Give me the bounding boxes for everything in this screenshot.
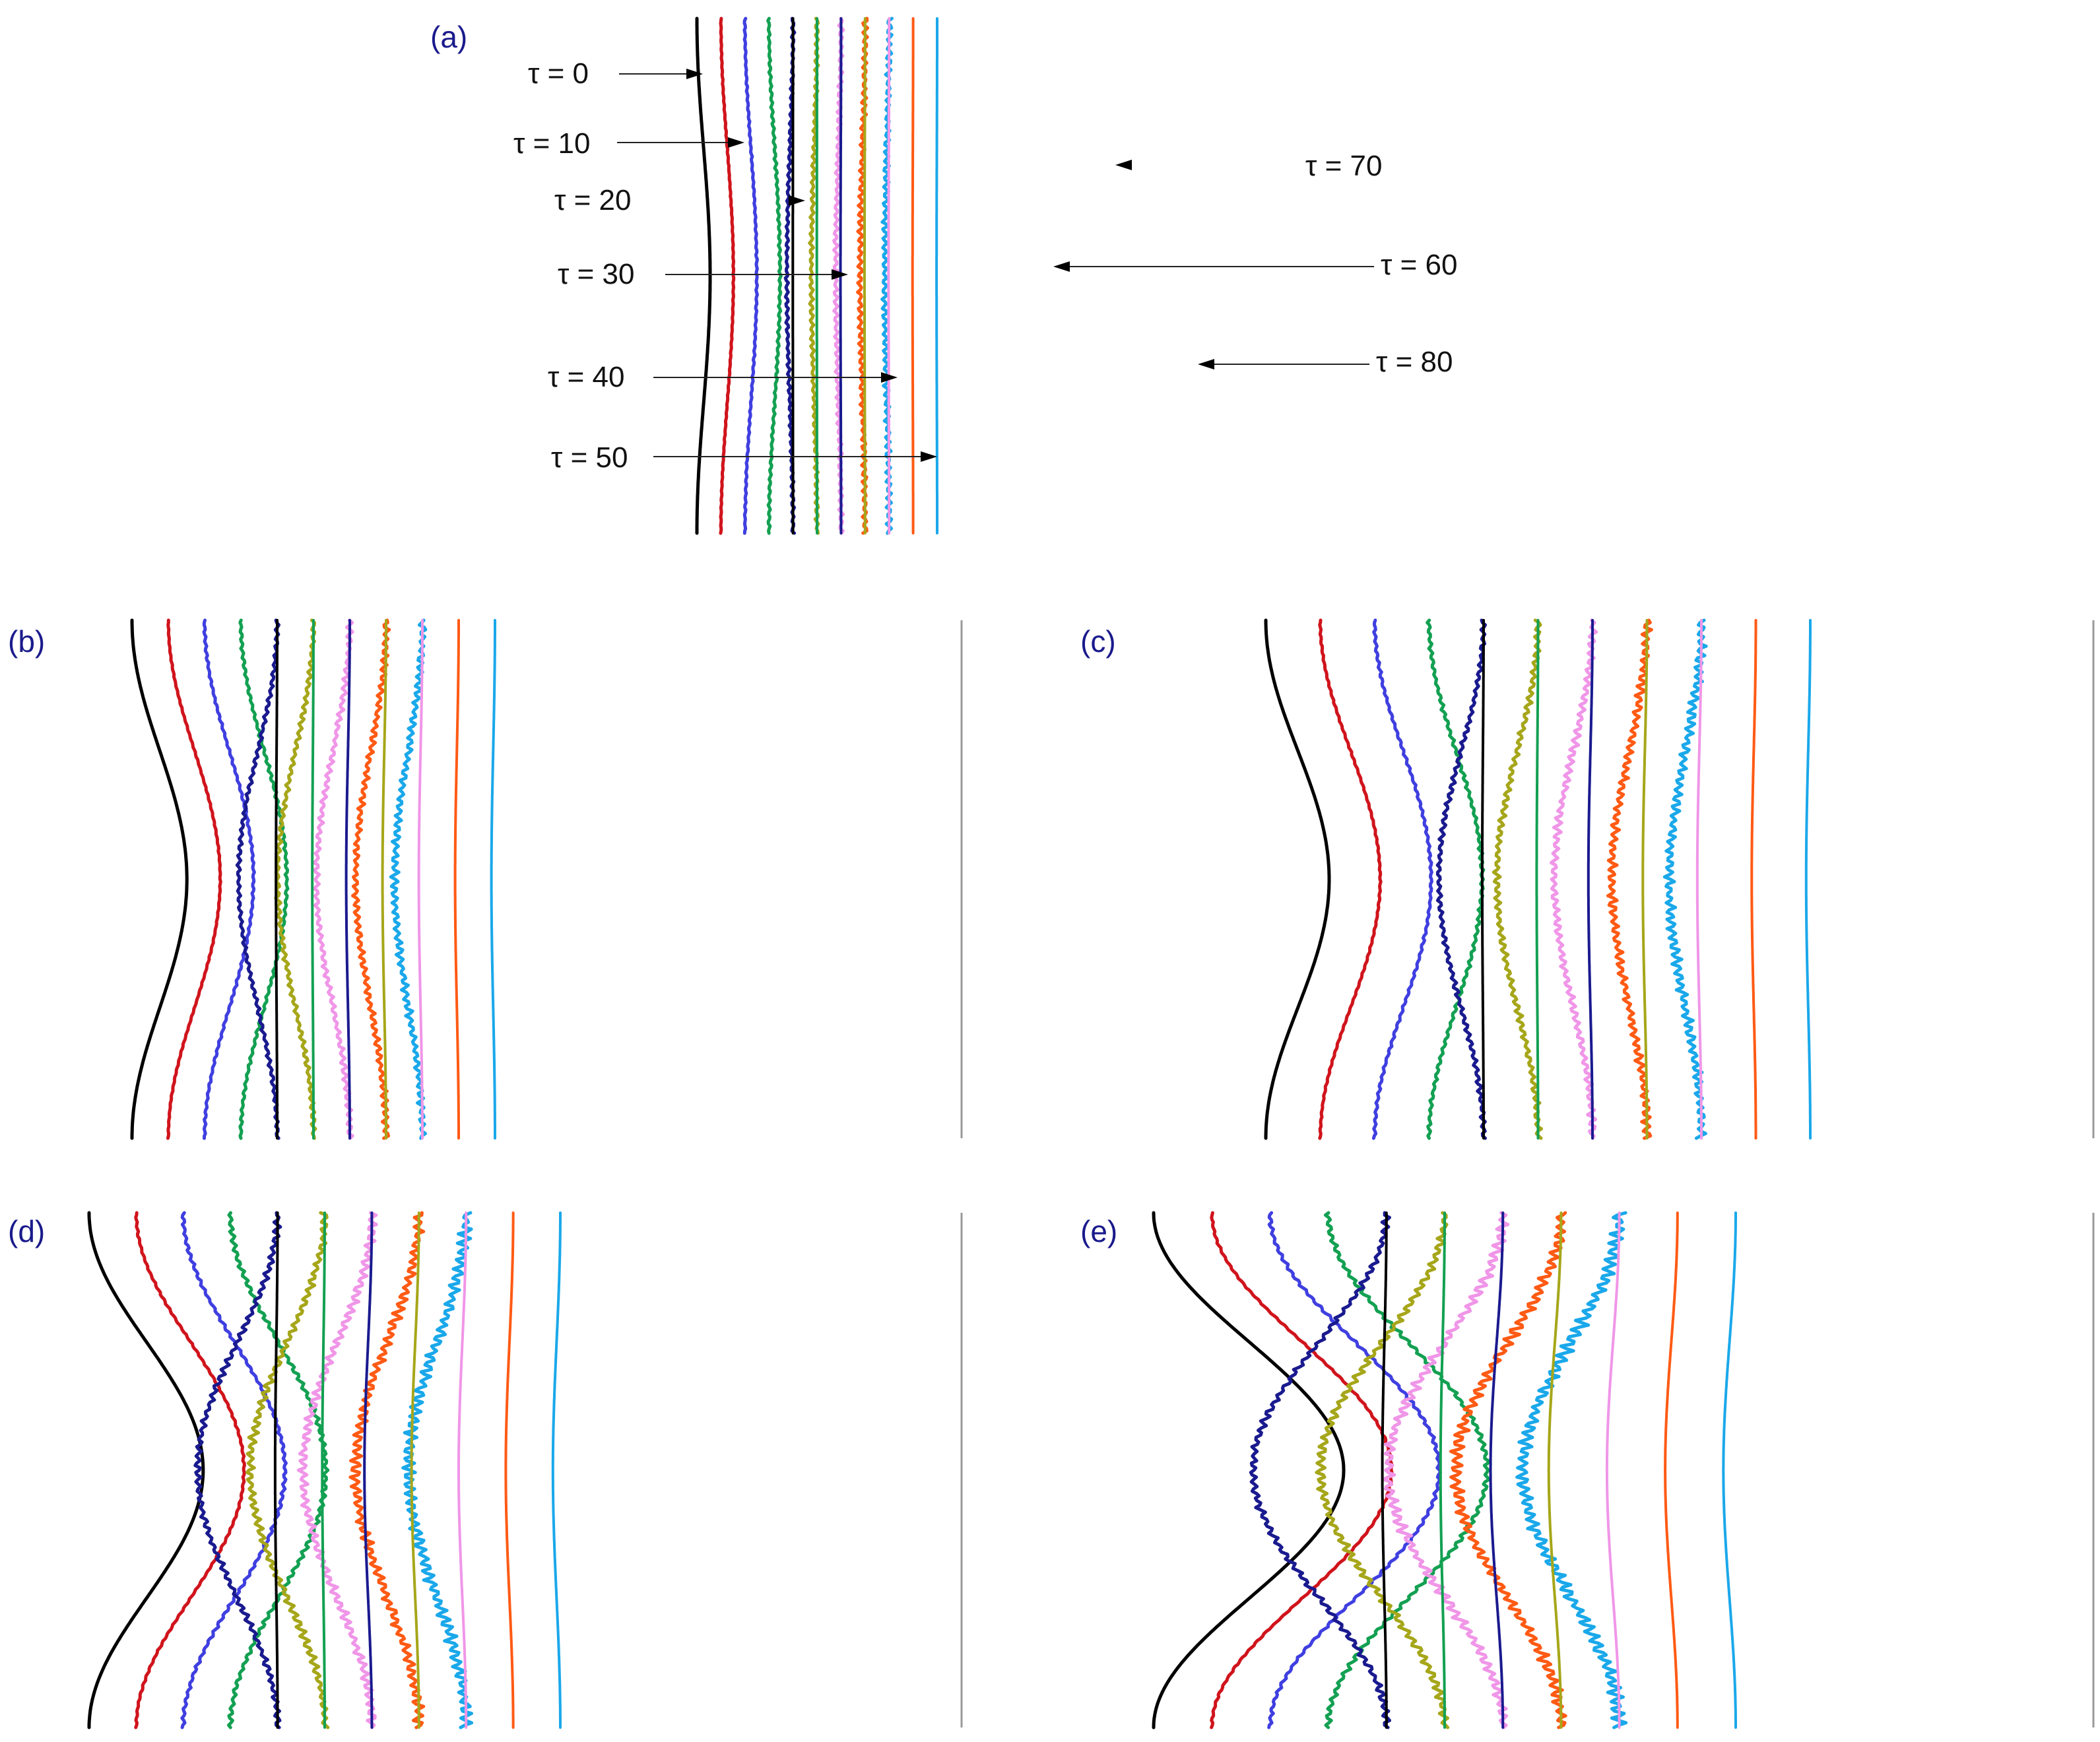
panel-a [695, 16, 938, 535]
panel-e [1152, 1211, 1737, 1729]
tau-label-40: τ = 40 [548, 361, 624, 393]
interface-curve-b-tau-40 [235, 618, 280, 1140]
interface-curve-b-tau-90-reference [453, 619, 460, 1140]
interface-curve-c-tau-90-reference [1750, 619, 1757, 1140]
interface-curve-c-tau-100-reference [1804, 619, 1812, 1140]
arrowhead-tau-30 [832, 269, 848, 280]
interface-curve-e-tau-30 [1323, 1211, 1491, 1729]
interface-curve-a-tau-30 [766, 16, 783, 535]
interface-curve-e-tau-0 [1152, 1211, 1346, 1729]
tau-label-80: τ = 80 [1376, 346, 1453, 378]
panel-b [130, 618, 496, 1140]
interface-curve-c-tau-60 [1550, 618, 1598, 1140]
interface-curve-e-tau-70-reference [1547, 1211, 1563, 1729]
interface-curve-b-tau-80 [389, 618, 428, 1140]
interface-curve-d-tau-60-reference [363, 1211, 374, 1729]
interface-curve-c-tau-40-reference [1480, 619, 1485, 1140]
interface-curve-a-tau-20 [742, 16, 759, 535]
interface-curve-e-tau-60 [1381, 1211, 1510, 1729]
interface-curve-d-tau-0 [87, 1211, 205, 1729]
panel-label-a: (a) [430, 20, 467, 54]
interface-curve-b-tau-70-reference [381, 619, 387, 1140]
panel-label-e: (e) [1080, 1214, 1117, 1248]
interface-curve-a-tau-10 [719, 16, 736, 535]
tau-label-50: τ = 50 [551, 441, 628, 474]
tau-label-70: τ = 70 [1305, 150, 1382, 182]
interface-curve-d-tau-50 [245, 1211, 330, 1729]
interface-curve-a-tau-100-reference [935, 17, 938, 534]
interface-curve-e-tau-60-reference [1489, 1211, 1505, 1729]
interface-curve-d-tau-40-reference [273, 1211, 279, 1729]
interface-curve-d-tau-80-reference [457, 1211, 468, 1729]
interface-curve-b-tau-50 [274, 618, 317, 1140]
interface-curve-b-tau-10 [166, 618, 222, 1140]
panel-label-d: (d) [8, 1214, 45, 1248]
interface-curve-b-tau-20 [202, 618, 256, 1140]
interface-curve-c-tau-20 [1371, 618, 1433, 1140]
arrowhead-tau-10 [728, 137, 744, 148]
interface-curve-c-tau-60-reference [1587, 619, 1594, 1140]
interface-curve-e-tau-40-reference [1381, 1211, 1388, 1729]
interface-curve-b-tau-60 [312, 618, 354, 1140]
interface-curve-d-tau-70-reference [410, 1211, 420, 1729]
interface-curve-b-tau-100-reference [490, 619, 496, 1140]
interface-curve-d-tau-40 [193, 1211, 282, 1729]
interface-curve-d-tau-90-reference [504, 1211, 515, 1729]
interface-curve-b-tau-60-reference [345, 619, 351, 1140]
interface-curve-b-tau-80-reference [417, 619, 424, 1140]
interface-curve-b-tau-30 [238, 618, 290, 1140]
tau-label-20: τ = 20 [554, 184, 631, 216]
interface-curve-d-tau-20 [180, 1211, 288, 1729]
interface-curve-e-tau-80-reference [1605, 1211, 1621, 1729]
interface-curve-e-tau-50 [1315, 1211, 1450, 1729]
interface-curve-d-tau-50-reference [321, 1211, 326, 1729]
interface-curve-c-tau-50-reference [1535, 619, 1540, 1140]
panel-c [1264, 618, 1812, 1140]
interface-curve-e-tau-40 [1249, 1211, 1391, 1729]
interface-curve-c-tau-0 [1264, 618, 1331, 1140]
tau-label-10: τ = 10 [513, 127, 590, 160]
arrowhead-tau-50 [921, 451, 937, 462]
interface-curve-c-tau-70-reference [1641, 619, 1649, 1140]
interface-curve-e-tau-70 [1449, 1211, 1567, 1729]
tau-label-0: τ = 0 [528, 57, 589, 90]
interface-curve-d-tau-60 [296, 1211, 378, 1729]
arrowhead-tau-70 [1115, 160, 1132, 170]
interface-curve-c-tau-40 [1435, 618, 1487, 1140]
arrowhead-tau-80 [1198, 359, 1214, 370]
interface-curve-c-tau-50 [1492, 618, 1543, 1140]
interface-curve-c-tau-10 [1318, 618, 1383, 1140]
interface-curve-d-tau-10 [134, 1211, 246, 1729]
leader-lines [617, 69, 1374, 462]
interface-curve-c-tau-70 [1606, 618, 1653, 1140]
arrowhead-tau-60 [1053, 261, 1070, 272]
interface-curve-c-tau-80 [1662, 618, 1708, 1140]
interface-curve-e-tau-90-reference [1664, 1211, 1679, 1729]
arrowhead-tau-0 [686, 69, 703, 79]
interface-curve-e-tau-50-reference [1439, 1211, 1446, 1729]
interface-curve-e-tau-80 [1515, 1211, 1628, 1729]
interface-curve-e-tau-10 [1210, 1211, 1394, 1729]
panel-label-b: (b) [8, 624, 45, 659]
interface-curve-b-tau-40-reference [275, 619, 279, 1140]
interface-curve-b-tau-50-reference [311, 619, 315, 1140]
tau-label-30: τ = 30 [558, 258, 634, 290]
interface-curve-b-tau-0 [130, 618, 189, 1140]
interface-curve-a-tau-0 [695, 16, 712, 535]
panel-label-c: (c) [1080, 624, 1116, 659]
interface-curve-d-tau-80 [401, 1211, 474, 1729]
arrowhead-tau-20 [789, 195, 805, 206]
interface-curve-c-tau-80-reference [1695, 619, 1703, 1140]
arrowhead-tau-40 [881, 372, 898, 383]
panel-d [87, 1211, 562, 1729]
interface-curve-a-tau-80-reference [887, 17, 891, 534]
interface-curve-b-tau-70 [351, 618, 391, 1140]
interface-curve-d-tau-70 [348, 1211, 426, 1729]
interface-curve-d-tau-100-reference [551, 1211, 562, 1729]
interface-curve-e-tau-100-reference [1722, 1211, 1737, 1729]
tau-label-60: τ = 60 [1381, 249, 1457, 281]
